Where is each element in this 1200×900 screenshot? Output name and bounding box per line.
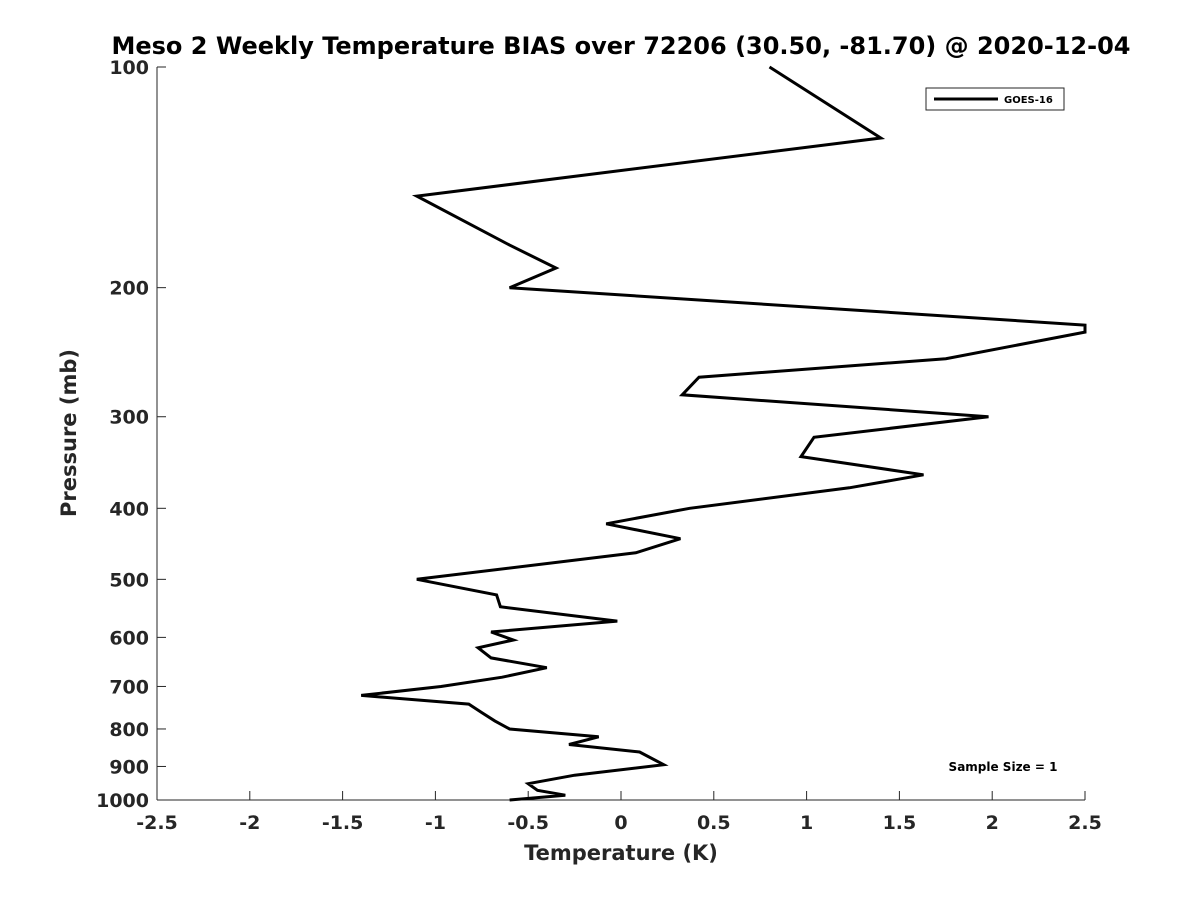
series-line-goes-16 xyxy=(361,65,1087,802)
y-tick-label: 500 xyxy=(109,569,149,591)
x-tick-label: 2 xyxy=(986,812,999,834)
y-tick-label: 300 xyxy=(109,407,149,429)
x-tick-label: -2.5 xyxy=(136,812,178,834)
y-tick-label: 700 xyxy=(109,676,149,698)
chart-title: Meso 2 Weekly Temperature BIAS over 7220… xyxy=(111,32,1130,60)
x-tick-label: 0 xyxy=(614,812,627,834)
x-tick-label: -0.5 xyxy=(507,812,549,834)
x-axis-label: Temperature (K) xyxy=(524,841,718,865)
x-tick-label: -2 xyxy=(239,812,260,834)
y-tick-label: 400 xyxy=(109,498,149,520)
x-tick-label: -1.5 xyxy=(322,812,364,834)
x-tick-label: 2.5 xyxy=(1068,812,1102,834)
x-axis: -2.5 -2 -1.5 -1 -0.5 0 0.5 1 1.5 2 2.5 xyxy=(136,791,1102,834)
x-tick-label: -1 xyxy=(425,812,446,834)
y-tick-label: 600 xyxy=(109,627,149,649)
x-tick-label: 1 xyxy=(800,812,813,834)
legend-label-goes-16: GOES-16 xyxy=(1004,95,1053,106)
y-tick-label: 900 xyxy=(109,756,149,778)
x-tick-label: 0.5 xyxy=(697,812,731,834)
y-axis: 100 200 300 400 500 600 700 800 900 1000 xyxy=(96,57,166,812)
y-tick-label: 800 xyxy=(109,719,149,741)
y-tick-label: 200 xyxy=(109,278,149,300)
y-tick-label: 100 xyxy=(109,57,149,79)
legend: GOES-16 xyxy=(925,87,1065,111)
sample-size-annotation: Sample Size = 1 xyxy=(949,760,1058,774)
x-tick-label: 1.5 xyxy=(883,812,917,834)
series-layer xyxy=(361,65,1087,802)
y-tick-label: 1000 xyxy=(96,790,149,812)
y-axis-label: Pressure (mb) xyxy=(57,349,81,517)
